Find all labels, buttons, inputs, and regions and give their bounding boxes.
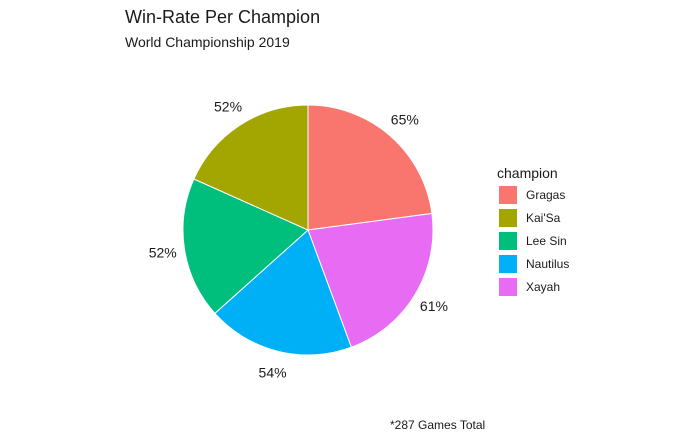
legend-swatch xyxy=(499,278,517,296)
legend-item-kai-sa: Kai'Sa xyxy=(499,209,561,227)
pie-slice-gragas xyxy=(307,104,433,231)
chart-subtitle: World Championship 2019 xyxy=(125,34,290,50)
legend-label: Gragas xyxy=(526,188,565,202)
slice-label-lee-sin: 52% xyxy=(149,245,177,261)
legend-swatch xyxy=(499,186,517,204)
chart-caption: *287 Games Total xyxy=(390,418,485,432)
pie-slice-nautilus xyxy=(214,229,352,356)
pie-slice-labels: 65% 61% 54% 52% 52% xyxy=(149,99,448,381)
legend-item-lee-sin: Lee Sin xyxy=(499,232,567,250)
legend-label: Lee Sin xyxy=(526,234,567,248)
legend-swatch xyxy=(499,209,517,227)
legend-item-xayah: Xayah xyxy=(499,278,560,296)
legend-swatch xyxy=(499,255,517,273)
legend-label: Nautilus xyxy=(526,257,569,271)
slice-label-nautilus: 54% xyxy=(259,365,287,381)
chart-title: Win-Rate Per Champion xyxy=(125,7,320,27)
slice-label-gragas: 65% xyxy=(391,111,419,127)
legend-items: Gragas Kai'Sa Lee Sin Nautilus Xayah xyxy=(499,186,569,296)
pie-slice-kai-sa xyxy=(193,104,309,231)
legend-title: champion xyxy=(497,165,558,181)
legend-label: Kai'Sa xyxy=(526,211,561,225)
legend-swatch xyxy=(499,232,517,250)
legend-item-nautilus: Nautilus xyxy=(499,255,569,273)
pie-slice-lee-sin xyxy=(182,178,309,315)
legend: champion Gragas Kai'Sa Lee Sin Nautilus Xaya… xyxy=(497,165,569,296)
legend-label: Xayah xyxy=(526,280,560,294)
pie-slices xyxy=(182,104,434,356)
slice-label-xayah: 61% xyxy=(420,298,448,314)
slice-label-kai-sa: 52% xyxy=(214,99,242,115)
legend-item-gragas: Gragas xyxy=(499,186,565,204)
